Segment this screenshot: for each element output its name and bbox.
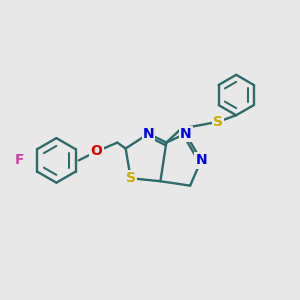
Text: N: N	[180, 127, 191, 141]
Text: F: F	[15, 153, 25, 167]
Text: S: S	[126, 171, 136, 185]
Text: N: N	[195, 153, 207, 167]
Text: N: N	[143, 127, 154, 141]
Text: S: S	[213, 115, 224, 129]
Text: O: O	[91, 145, 102, 158]
